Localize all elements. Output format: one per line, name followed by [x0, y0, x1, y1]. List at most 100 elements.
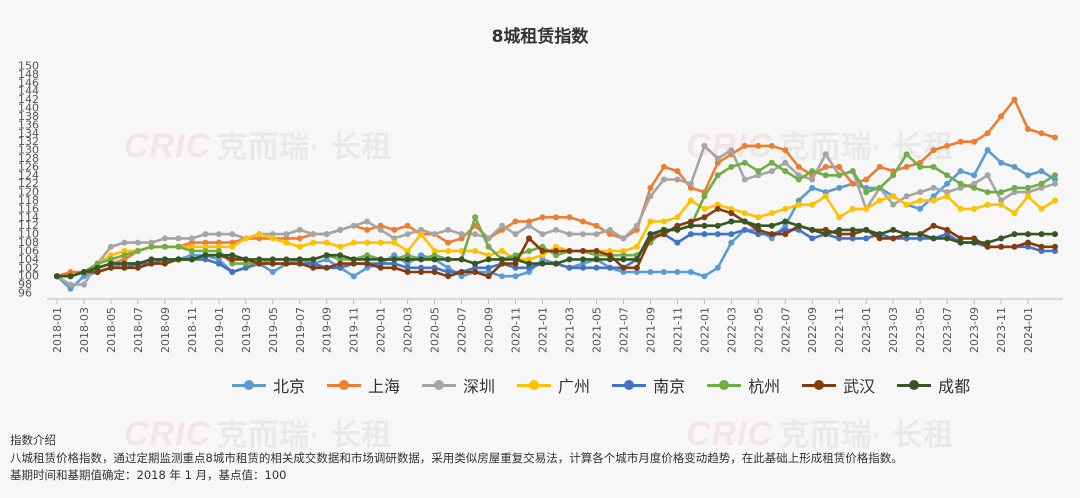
data-point	[566, 256, 573, 263]
data-point	[674, 214, 681, 221]
data-point	[795, 197, 802, 204]
data-point	[296, 260, 303, 267]
data-point	[876, 184, 883, 191]
data-point	[957, 168, 964, 175]
legend-swatch	[422, 379, 457, 390]
data-point	[404, 231, 411, 238]
data-point	[1011, 231, 1018, 238]
x-tick-label: 2023-09	[968, 307, 981, 353]
data-point	[202, 239, 209, 246]
data-point	[930, 193, 937, 200]
data-point	[539, 248, 546, 254]
legend-swatch	[612, 379, 647, 390]
data-point	[768, 168, 775, 175]
legend-swatch	[327, 379, 362, 390]
data-point	[512, 273, 519, 280]
data-point	[890, 226, 897, 233]
data-point	[1025, 243, 1031, 250]
legend-label: 上海	[368, 377, 401, 396]
data-point	[94, 264, 101, 271]
data-point	[364, 256, 371, 263]
data-point	[472, 264, 479, 271]
x-tick-label: 2020-11	[510, 307, 523, 353]
legend-item: 杭州	[707, 373, 780, 397]
data-point	[822, 151, 829, 158]
data-point	[418, 264, 425, 271]
data-point	[1025, 126, 1031, 133]
data-point	[998, 201, 1005, 208]
data-point	[485, 252, 492, 259]
data-point	[795, 172, 802, 179]
data-point	[593, 264, 600, 271]
data-point	[944, 235, 951, 242]
x-tick-label: 2021-11	[671, 307, 684, 353]
data-point	[229, 269, 236, 275]
data-point	[566, 248, 573, 254]
data-point	[566, 231, 573, 238]
data-point	[620, 264, 627, 271]
data-point	[1052, 248, 1058, 254]
data-point	[849, 168, 856, 175]
data-point	[890, 193, 897, 200]
data-point	[1011, 163, 1018, 170]
data-point	[188, 256, 195, 263]
x-tick-label: 2023-03	[887, 307, 900, 353]
data-point	[930, 184, 937, 191]
data-point	[890, 201, 897, 208]
legend-swatch	[707, 379, 742, 390]
data-point	[660, 269, 667, 275]
data-point	[687, 218, 694, 225]
line-chart: 9698100102104106108110112114116118120122…	[18, 60, 1063, 353]
data-point	[714, 201, 721, 208]
x-tick-label: 2019-07	[294, 307, 307, 353]
data-point	[458, 231, 465, 238]
data-point	[242, 256, 249, 263]
data-point	[364, 252, 371, 259]
data-point	[957, 180, 964, 187]
data-point	[418, 226, 425, 233]
data-point	[553, 243, 559, 250]
data-point	[377, 264, 384, 271]
data-point	[647, 184, 654, 191]
x-tick-label: 2019-05	[267, 307, 280, 353]
notes-section: 指数介绍 八城租赁价格指数，通过定期监测重点8城市租赁的相关成交数据和市场调研数…	[10, 432, 1070, 485]
data-point	[809, 226, 816, 233]
y-tick-label: 112	[18, 219, 39, 232]
data-point	[822, 189, 829, 196]
data-point	[202, 256, 209, 263]
x-tick-label: 2020-05	[429, 307, 442, 353]
data-point	[863, 189, 870, 196]
data-point	[836, 226, 843, 233]
data-point	[701, 142, 708, 149]
data-point	[917, 235, 924, 242]
data-point	[755, 222, 762, 229]
data-point	[606, 256, 613, 263]
data-point	[768, 142, 775, 149]
legend-label: 成都	[938, 377, 971, 396]
data-point	[890, 235, 897, 242]
data-point	[418, 231, 425, 238]
y-tick-label: 126	[18, 160, 39, 173]
data-point	[593, 248, 600, 254]
data-point	[431, 248, 438, 254]
data-point	[809, 201, 816, 208]
y-tick-label: 132	[18, 135, 39, 148]
data-point	[660, 163, 667, 170]
data-point	[404, 222, 411, 229]
data-point	[687, 231, 694, 238]
data-point	[94, 269, 101, 275]
data-point	[215, 248, 222, 254]
x-tick-label: 2021-01	[537, 307, 550, 353]
data-point	[714, 222, 721, 229]
data-point	[148, 239, 155, 246]
data-point	[512, 252, 519, 259]
data-point	[755, 168, 762, 175]
data-point	[768, 210, 775, 217]
data-point	[660, 176, 667, 183]
data-point	[863, 205, 870, 212]
data-point	[917, 197, 924, 204]
data-point	[81, 281, 87, 288]
x-tick-label: 2022-05	[752, 307, 765, 353]
data-point	[755, 142, 762, 149]
data-point	[903, 201, 910, 208]
